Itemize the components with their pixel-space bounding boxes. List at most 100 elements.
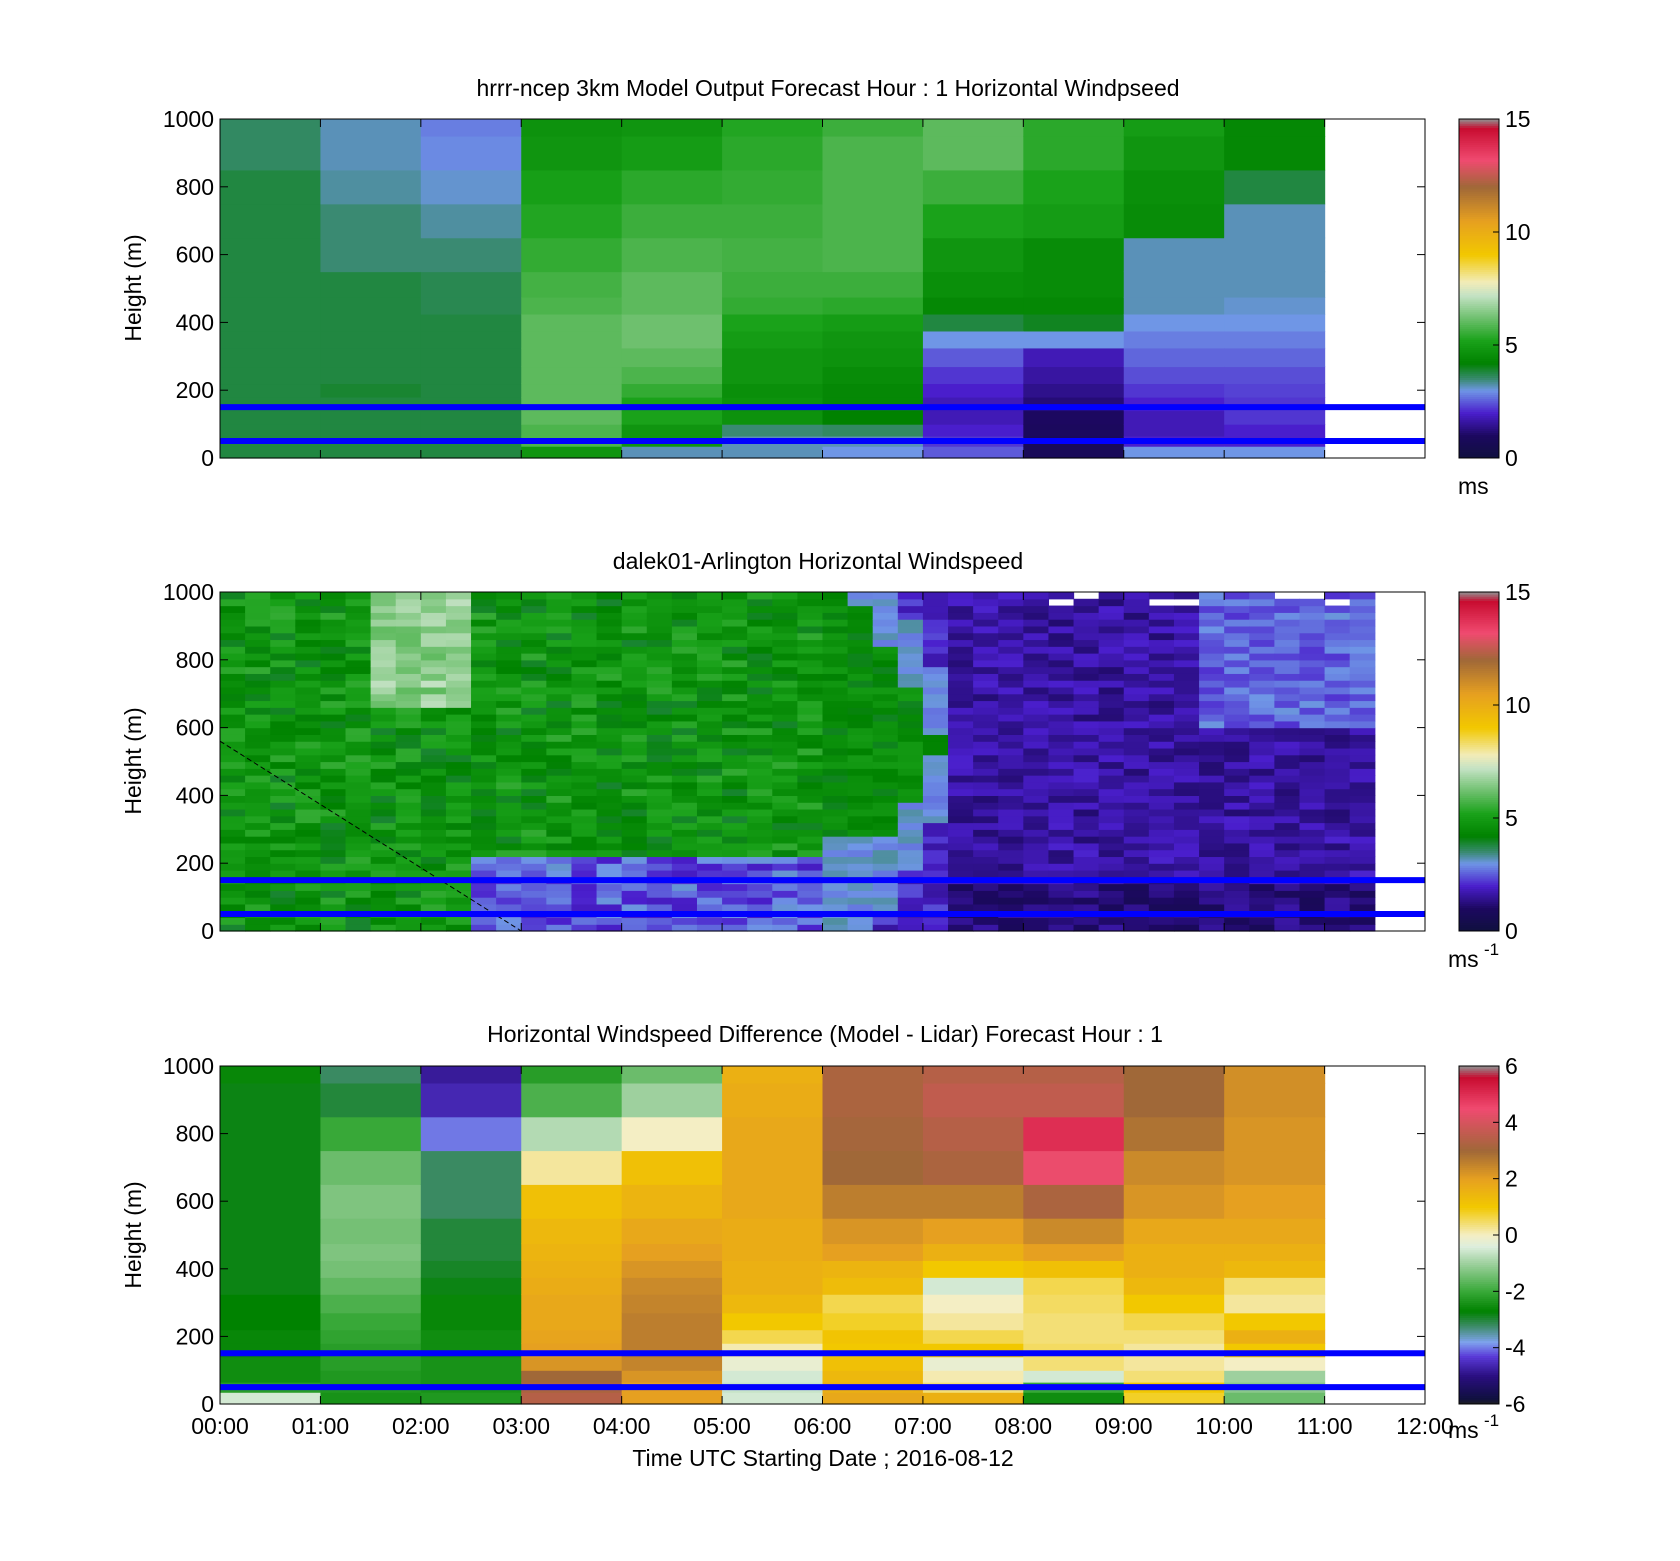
- heatmap-cell: [521, 1312, 623, 1331]
- heatmap-cell: [646, 808, 673, 817]
- heatmap-cell: [922, 836, 949, 844]
- heatmap-cell: [621, 795, 648, 803]
- heatmap-cell: [772, 781, 798, 790]
- heatmap-cell: [822, 625, 849, 634]
- heatmap-cell: [320, 734, 347, 742]
- heatmap-cell: [1098, 680, 1125, 688]
- heatmap-cell: [1123, 897, 1150, 905]
- heatmap-cell: [621, 313, 723, 332]
- y-tick-label: 800: [176, 174, 214, 200]
- heatmap-cell: [1123, 605, 1150, 613]
- heatmap-cell: [295, 659, 322, 668]
- heatmap-cell: [872, 632, 899, 641]
- heatmap-cell: [345, 646, 372, 654]
- heatmap-cell: [220, 383, 322, 398]
- colorbar-segment: [1459, 424, 1499, 427]
- heatmap-cell: [922, 1312, 1024, 1331]
- heatmap-cell: [747, 592, 773, 600]
- heatmap-cell: [546, 598, 573, 607]
- heatmap-cell: [220, 296, 322, 315]
- heatmap-cell: [1048, 829, 1075, 837]
- heatmap-cell: [1073, 924, 1100, 932]
- colorbar-segment: [1459, 1158, 1499, 1162]
- heatmap-cell: [922, 754, 949, 763]
- heatmap-cell: [445, 849, 472, 858]
- heatmap-cell: [245, 883, 271, 891]
- heatmap-cell: [320, 383, 422, 398]
- heatmap-cell: [872, 659, 899, 668]
- colorbar-tick-label: 10: [1505, 692, 1531, 718]
- colorbar-segment: [1459, 184, 1499, 188]
- heatmap-cell: [1199, 625, 1225, 634]
- colorbar-segment: [1459, 150, 1499, 154]
- heatmap-cell: [772, 775, 798, 783]
- heatmap-cell: [420, 856, 447, 864]
- colorbar-segment: [1459, 229, 1499, 232]
- heatmap-cell: [772, 659, 798, 668]
- heatmap-cell: [1048, 842, 1075, 851]
- heatmap-cell: [998, 883, 1024, 891]
- heatmap-cell: [1199, 795, 1225, 803]
- heatmap-cell: [546, 754, 573, 763]
- colorbar-segment: [1459, 1182, 1499, 1185]
- heatmap-cell: [1249, 903, 1275, 912]
- heatmap-cell: [596, 612, 623, 620]
- heatmap-cell: [822, 1066, 924, 1084]
- heatmap-cell: [922, 666, 949, 674]
- heatmap-cell: [948, 747, 974, 756]
- colorbar-segment: [1459, 1163, 1499, 1166]
- heatmap-cell: [420, 836, 447, 844]
- heatmap-cell: [872, 666, 899, 674]
- heatmap-cell: [420, 612, 447, 620]
- colorbar-segment: [1459, 254, 1499, 258]
- heatmap-cell: [822, 296, 924, 315]
- heatmap-cell: [621, 890, 648, 898]
- heatmap-cell: [973, 598, 999, 607]
- heatmap-cell: [747, 781, 773, 790]
- heatmap-cell: [270, 693, 296, 702]
- heatmap-cell: [345, 693, 372, 702]
- heatmap-cell: [1098, 734, 1125, 742]
- colorbar-segment: [1459, 1235, 1499, 1238]
- heatmap-cell: [973, 788, 999, 796]
- heatmap-cell: [1224, 822, 1250, 830]
- colorbar-segment: [1459, 1087, 1499, 1090]
- colorbar-segment: [1459, 161, 1499, 164]
- heatmap-cell: [1023, 822, 1050, 830]
- heatmap-cell: [872, 747, 899, 756]
- heatmap-cell: [922, 829, 949, 837]
- heatmap-cell: [220, 836, 246, 844]
- colorbar-segment: [1459, 415, 1499, 419]
- heatmap-cell: [1299, 741, 1326, 749]
- heatmap-cell: [722, 659, 748, 668]
- heatmap-cell: [1299, 612, 1326, 620]
- heatmap-cell: [370, 639, 397, 647]
- heatmap-cell: [521, 1066, 623, 1084]
- colorbar-segment: [1459, 237, 1499, 241]
- heatmap-cell: [772, 707, 798, 715]
- heatmap-cell: [621, 659, 648, 668]
- heatmap-cell: [1023, 693, 1050, 702]
- heatmap-cell: [621, 883, 648, 891]
- heatmap-cell: [822, 646, 849, 654]
- colorbar-segment: [1459, 886, 1499, 890]
- heatmap-cell: [722, 592, 748, 600]
- heatmap-cell: [747, 890, 773, 898]
- heatmap-cell: [571, 863, 598, 871]
- heatmap-cell: [847, 659, 874, 668]
- colorbar-segment: [1459, 1154, 1499, 1158]
- heatmap-cell: [1249, 666, 1275, 674]
- colorbar-segment: [1459, 755, 1499, 758]
- colorbar-segment: [1459, 417, 1499, 421]
- colorbar-segment: [1459, 880, 1499, 883]
- colorbar-segment: [1459, 1173, 1499, 1177]
- heatmap-cell: [747, 707, 773, 715]
- heatmap-cell: [420, 842, 447, 851]
- heatmap-cell: [998, 747, 1024, 756]
- heatmap-cell: [1224, 632, 1250, 641]
- heatmap-cell: [1098, 781, 1125, 790]
- colorbar-segment: [1459, 358, 1499, 362]
- colorbar-segment: [1459, 371, 1499, 374]
- y-axis-label: Height (m): [120, 234, 146, 341]
- heatmap-cell: [872, 788, 899, 796]
